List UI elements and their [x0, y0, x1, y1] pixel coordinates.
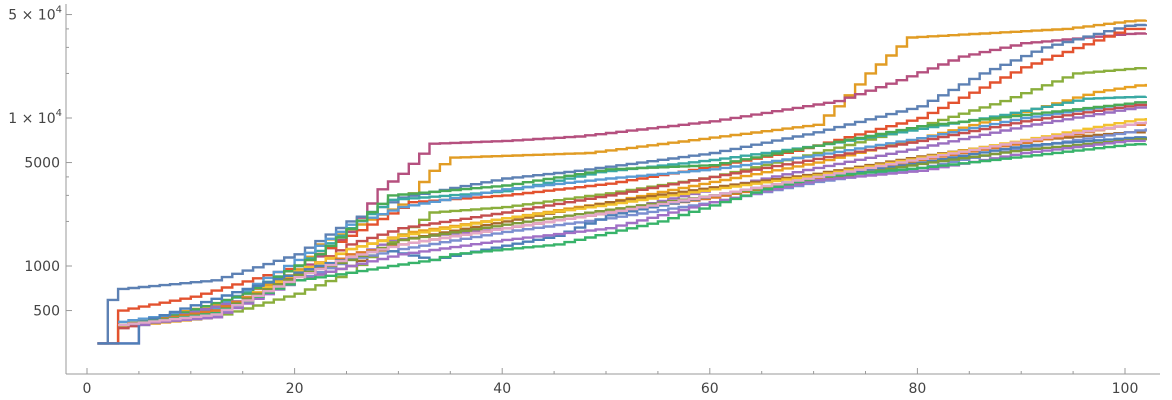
- series-line: [97, 136, 1147, 345]
- y-tick-label: 500: [33, 304, 60, 320]
- x-tick-label: 0: [83, 381, 92, 397]
- x-tick-label: 40: [493, 381, 511, 397]
- series-line: [97, 23, 1147, 345]
- axes: [65, 4, 1160, 375]
- y-tick-label: 1 × 104: [8, 108, 62, 127]
- x-ticks: 0 20 40 60 80 100: [83, 368, 1139, 397]
- series-line: [118, 121, 1147, 327]
- x-tick-label: 100: [1112, 381, 1139, 397]
- y-tick-label: 1000: [24, 259, 60, 275]
- y-ticks: 500 1000 5000 1 × 104 5 × 104: [8, 5, 72, 320]
- series-line: [118, 143, 1147, 327]
- y-tick-label: 5 × 104: [8, 5, 62, 24]
- x-tick-label: 60: [701, 381, 719, 397]
- y-tick-label: 5000: [24, 156, 60, 172]
- series-line: [118, 138, 1147, 327]
- x-tick-label: 20: [286, 381, 304, 397]
- series-line: [138, 101, 1147, 327]
- series-layer: [97, 19, 1147, 345]
- x-tick-label: 80: [908, 381, 926, 397]
